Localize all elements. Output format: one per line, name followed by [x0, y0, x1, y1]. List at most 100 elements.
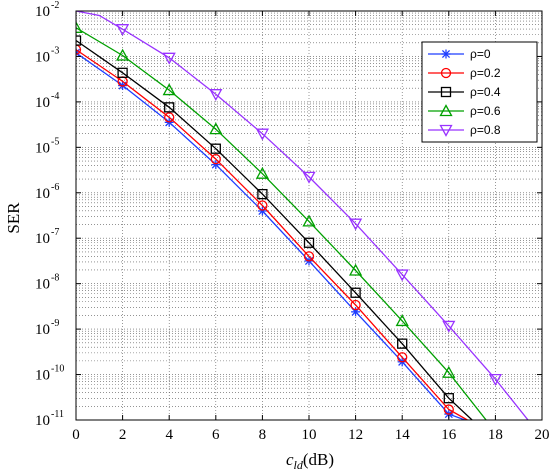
x-tick-labels: 0 2 4 6 8 10 12 14 16 18 20 [72, 427, 549, 443]
series-4 [76, 11, 529, 420]
x-tick-label: 2 [119, 427, 127, 443]
y-tick-label-base: 10 [35, 413, 50, 429]
axis-ticks [75, 10, 543, 421]
marker-triangle-down [442, 320, 456, 333]
marker-triangle-up [116, 48, 130, 61]
y-tick-label-exp: -11 [51, 409, 64, 420]
marker-square [303, 237, 315, 248]
y-tick-label-exp: -2 [51, 0, 59, 11]
y-tick-label-base: 10 [35, 322, 50, 338]
legend-label: ρ=0.8 [470, 123, 501, 137]
series-line [76, 39, 473, 420]
marker-square [443, 393, 454, 404]
marker-circle [76, 44, 82, 55]
marker-square [117, 67, 128, 78]
y-tick-labels: 10-210-310-410-510-610-710-810-910 -1010-… [35, 0, 64, 429]
marker-asterisk [441, 49, 451, 59]
marker-circle [440, 67, 452, 79]
legend-item: ρ=0.6 [428, 104, 501, 118]
x-tick-label: 12 [348, 427, 363, 443]
marker-square [210, 143, 221, 154]
legend-item: ρ=0.2 [428, 66, 501, 80]
series-line [76, 52, 466, 420]
x-tick-label: 8 [259, 427, 267, 443]
y-tick-label-base: 10 [35, 368, 50, 384]
legend-item: ρ=0.4 [428, 85, 501, 99]
marker-triangle-up [302, 214, 316, 227]
x-tick-label: 0 [72, 427, 80, 443]
series-line [76, 49, 468, 420]
x-tick-label: 10 [302, 427, 317, 443]
y-tick-label-exp: -6 [51, 182, 59, 193]
y-tick-label-exp: -3 [51, 45, 59, 56]
marker-circle [303, 251, 315, 262]
y-tick-label-base: 10 [35, 140, 50, 156]
legend-item: ρ=0 [428, 47, 491, 61]
y-tick-label-base: 10 [35, 95, 50, 111]
marker-circle [210, 153, 221, 165]
y-tick-label-base: 10 [35, 49, 50, 65]
marker-circle [443, 404, 454, 415]
x-tick-label: 20 [535, 427, 550, 443]
marker-triangle-down [439, 124, 453, 137]
legend-label: ρ=0 [470, 47, 491, 61]
series-layer [76, 11, 529, 420]
y-tick-label-base: 10 [35, 4, 50, 20]
y-tick-label-base: 10 [35, 277, 50, 293]
marker-triangle-up [162, 83, 176, 96]
legend-label: ρ=0.2 [470, 66, 501, 80]
marker-circle [350, 299, 361, 311]
x-tick-label: 4 [165, 427, 173, 443]
marker-triangle-up [209, 122, 223, 135]
marker-triangle-down [302, 171, 316, 184]
marker-circle [164, 112, 175, 123]
y-tick-label-base: 10 [35, 231, 50, 247]
marker-square [440, 86, 452, 98]
marker-triangle-up [255, 166, 269, 179]
x-axis-label-main: c [286, 450, 294, 469]
y-tick-label-exp: -8 [51, 273, 59, 284]
y-axis-label: SER [4, 202, 23, 234]
y-tick-label-base: 10 [35, 186, 50, 202]
marker-circle [257, 200, 268, 211]
x-tick-label: 14 [395, 427, 411, 443]
legend-label: ρ=0.6 [470, 104, 501, 118]
x-axis-label-sub: ld [294, 458, 304, 472]
series-1 [76, 44, 468, 420]
marker-triangle-down [395, 269, 409, 282]
marker-triangle-down [116, 24, 130, 37]
marker-triangle-up [76, 20, 83, 33]
legend: ρ=0 ρ=0.2 ρ=0.4 ρ=0.6 ρ=0.8 [421, 41, 538, 143]
series-line [76, 27, 487, 420]
y-tick-label-exp: -7 [51, 227, 59, 238]
series-3 [76, 20, 487, 420]
marker-triangle-down [162, 52, 176, 65]
y-tick-label-exp: -5 [51, 136, 59, 147]
marker-square [350, 287, 361, 298]
legend-label: ρ=0.4 [470, 85, 501, 99]
marker-triangle-up [439, 104, 453, 117]
marker-triangle-up [395, 314, 409, 327]
marker-triangle-down [349, 218, 363, 231]
marker-triangle-up [442, 365, 456, 378]
marker-triangle-down [209, 89, 223, 102]
x-axis-label: cld(dB) [286, 450, 334, 472]
marker-triangle-down [488, 373, 502, 386]
legend-item: ρ=0.8 [428, 123, 501, 137]
x-tick-label: 18 [488, 427, 503, 443]
x-tick-label: 6 [212, 427, 220, 443]
marker-square [76, 35, 82, 46]
y-tick-label-exp: -10 [51, 364, 64, 375]
marker-triangle-down [255, 128, 269, 141]
series-2 [76, 35, 473, 420]
y-tick-label-exp: -9 [51, 318, 59, 329]
marker-square [397, 338, 408, 349]
y-tick-label-exp: -4 [51, 91, 59, 102]
marker-circle [397, 352, 408, 363]
x-axis-label-unit: (dB) [303, 450, 334, 469]
x-tick-label: 16 [441, 427, 457, 443]
marker-square [164, 102, 175, 113]
marker-triangle-up [349, 263, 363, 276]
marker-square [257, 188, 268, 200]
